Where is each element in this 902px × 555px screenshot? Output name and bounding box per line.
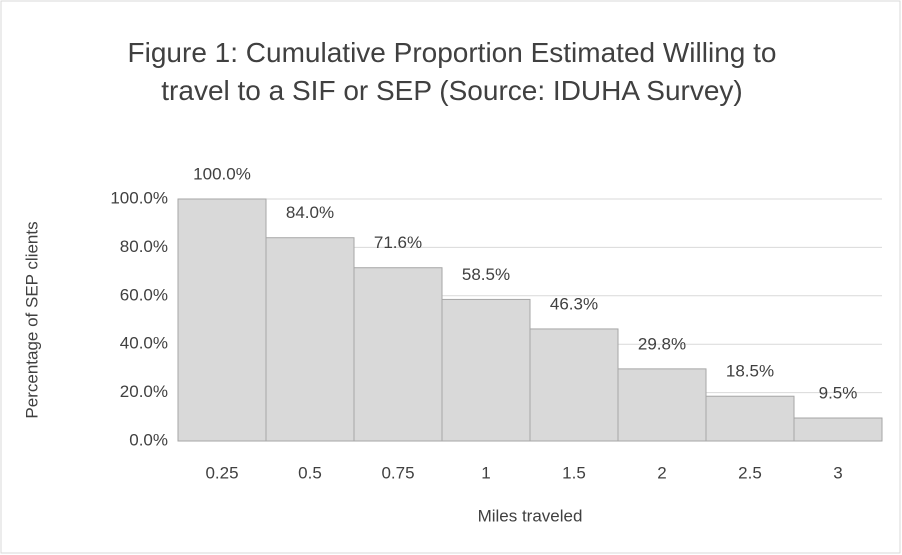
bar (265, 237, 355, 442)
y-tick-label: 100.0% (110, 188, 168, 207)
y-axis-label: Percentage of SEP clients (22, 221, 41, 418)
x-tick-label: 2 (657, 463, 666, 482)
x-tick-label: 0.75 (381, 463, 414, 482)
data-label: 100.0% (193, 164, 251, 183)
bar (353, 267, 443, 442)
bar (177, 198, 267, 442)
bar (441, 298, 531, 442)
x-tick-label: 1.5 (562, 463, 586, 482)
data-label: 71.6% (374, 233, 422, 252)
data-label: 29.8% (638, 334, 686, 353)
x-tick-label: 0.5 (298, 463, 322, 482)
data-label: 58.5% (462, 265, 510, 284)
bar (529, 328, 619, 442)
y-tick-label: 20.0% (120, 382, 168, 401)
x-axis-label: Miles traveled (478, 506, 583, 525)
chart-title: Figure 1: Cumulative Proportion Estimate… (127, 37, 777, 106)
x-tick-label: 0.25 (205, 463, 238, 482)
bar (793, 417, 883, 442)
data-label: 9.5% (819, 383, 858, 402)
y-tick-label: 80.0% (120, 237, 168, 256)
y-tick-label: 40.0% (120, 334, 168, 353)
bar (617, 368, 707, 442)
x-tick-label: 3 (833, 463, 842, 482)
data-label: 18.5% (726, 362, 774, 381)
bar (705, 395, 795, 442)
data-label: 84.0% (286, 203, 334, 222)
data-label: 46.3% (550, 294, 598, 313)
y-tick-label: 0.0% (129, 430, 168, 449)
x-tick-label: 2.5 (738, 463, 762, 482)
x-tick-label: 1 (481, 463, 490, 482)
y-tick-label: 60.0% (120, 285, 168, 304)
